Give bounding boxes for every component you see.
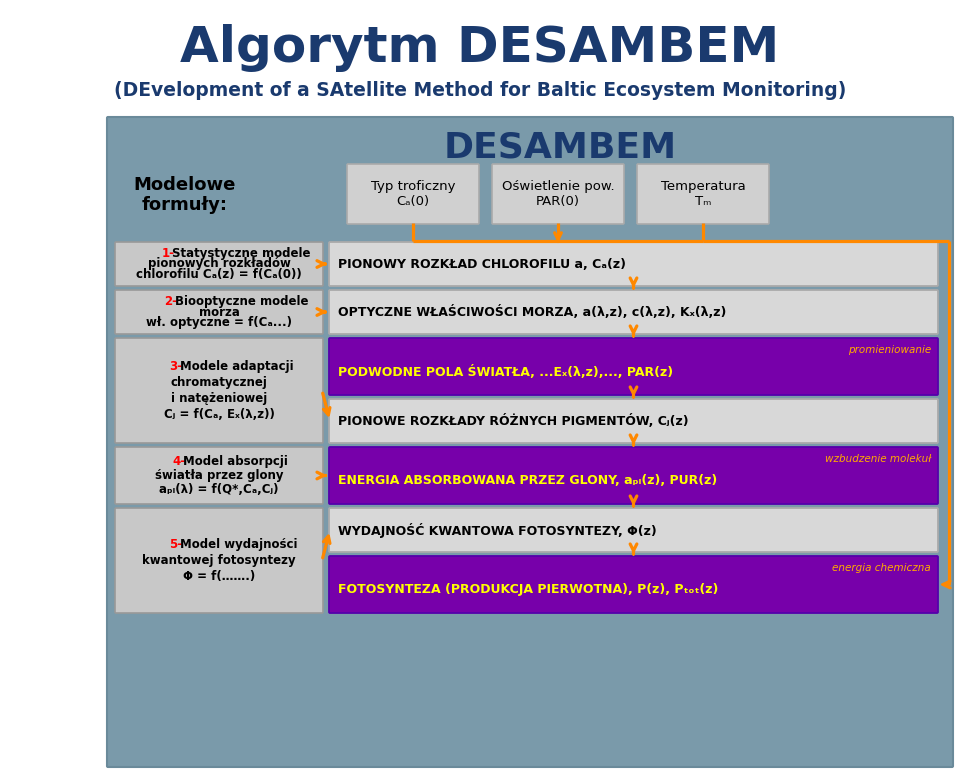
FancyBboxPatch shape <box>329 242 938 286</box>
Text: Modelowe
formuły:: Modelowe formuły: <box>133 176 236 215</box>
FancyBboxPatch shape <box>329 399 938 443</box>
FancyBboxPatch shape <box>107 117 953 767</box>
Text: Model wydajności: Model wydajności <box>180 538 298 551</box>
Text: PIONOWE ROZKŁADY RÓŻNYCH PIGMENTÓW, Cⱼ(z): PIONOWE ROZKŁADY RÓŻNYCH PIGMENTÓW, Cⱼ(z… <box>338 414 688 428</box>
Text: Oświetlenie pow.
PAR(0): Oświetlenie pow. PAR(0) <box>502 180 614 208</box>
FancyBboxPatch shape <box>115 338 323 443</box>
Text: Model absorpcji: Model absorpcji <box>183 455 288 468</box>
Text: Biooptyczne modele: Biooptyczne modele <box>175 295 308 308</box>
Text: 5-: 5- <box>170 538 182 551</box>
Text: OPTYCZNE WŁAŚCIWOŚCI MORZA, a(λ,z), c(λ,z), Kₓ(λ,z): OPTYCZNE WŁAŚCIWOŚCI MORZA, a(λ,z), c(λ,… <box>338 305 727 319</box>
FancyBboxPatch shape <box>329 508 938 552</box>
Text: Cⱼ = f(Cₐ, Eₓ(λ,z)): Cⱼ = f(Cₐ, Eₓ(λ,z)) <box>163 408 275 421</box>
Text: wzbudzenie molekuł: wzbudzenie molekuł <box>825 454 931 464</box>
FancyBboxPatch shape <box>115 508 323 613</box>
FancyBboxPatch shape <box>115 242 323 286</box>
Text: i natężeniowej: i natężeniowej <box>171 392 267 405</box>
FancyBboxPatch shape <box>329 447 938 504</box>
Text: pionowych rozkładów: pionowych rozkładów <box>148 257 291 270</box>
Text: Algorytm DESAMBEM: Algorytm DESAMBEM <box>180 24 780 72</box>
Text: WYDAJNOŚĆ KWANTOWA FOTOSYNTEZY, Φ(z): WYDAJNOŚĆ KWANTOWA FOTOSYNTEZY, Φ(z) <box>338 522 657 538</box>
Text: 3-: 3- <box>170 360 182 373</box>
Text: PODWODNE POLA ŚWIATŁA, ...Eₓ(λ,z),..., PAR(z): PODWODNE POLA ŚWIATŁA, ...Eₓ(λ,z),..., P… <box>338 364 673 378</box>
Text: (DEvelopment of a SAtellite Method for Baltic Ecosystem Monitoring): (DEvelopment of a SAtellite Method for B… <box>114 81 846 99</box>
FancyBboxPatch shape <box>347 164 479 224</box>
Text: Typ troficzny
Cₐ(0): Typ troficzny Cₐ(0) <box>371 180 455 208</box>
Text: chromatycznej: chromatycznej <box>171 376 268 389</box>
FancyBboxPatch shape <box>115 290 323 334</box>
Text: promieniowanie: promieniowanie <box>848 345 931 355</box>
Text: energia chemiczna: energia chemiczna <box>832 563 931 573</box>
Text: Φ = f(…….): Φ = f(…….) <box>182 570 255 583</box>
Text: DESAMBEM: DESAMBEM <box>444 131 677 165</box>
Text: Statystyczne modele: Statystyczne modele <box>172 247 311 260</box>
FancyBboxPatch shape <box>329 290 938 334</box>
FancyBboxPatch shape <box>115 447 323 504</box>
Text: 4-: 4- <box>172 455 185 468</box>
Text: chlorofilu Cₐ(z) = f(Cₐ(0)): chlorofilu Cₐ(z) = f(Cₐ(0)) <box>136 268 301 281</box>
Text: FOTOSYNTEZA (PRODUKCJA PIERWOTNA), P(z), Pₜₒₜ(z): FOTOSYNTEZA (PRODUKCJA PIERWOTNA), P(z),… <box>338 583 718 596</box>
Text: kwantowej fotosyntezy: kwantowej fotosyntezy <box>142 554 296 567</box>
FancyBboxPatch shape <box>329 338 938 395</box>
Text: wł. optyczne = f(Cₐ...): wł. optyczne = f(Cₐ...) <box>146 316 292 329</box>
Text: ENERGIA ABSORBOWANA PRZEZ GLONY, aₚₗ(z), PUR(z): ENERGIA ABSORBOWANA PRZEZ GLONY, aₚₗ(z),… <box>338 474 717 487</box>
FancyBboxPatch shape <box>329 556 938 613</box>
Text: Modele adaptacji: Modele adaptacji <box>180 360 294 373</box>
Text: Temperatura
Tₘ: Temperatura Tₘ <box>660 180 745 208</box>
Text: 2-: 2- <box>164 295 177 308</box>
Text: światła przez glony: światła przez glony <box>155 469 283 482</box>
Text: aₚₗ(λ) = f(Q*,Cₐ,Cⱼ): aₚₗ(λ) = f(Q*,Cₐ,Cⱼ) <box>159 483 278 496</box>
Text: 1-: 1- <box>161 247 175 260</box>
Text: PIONOWY ROZKŁAD CHLOROFILU a, Cₐ(z): PIONOWY ROZKŁAD CHLOROFILU a, Cₐ(z) <box>338 257 626 270</box>
FancyBboxPatch shape <box>637 164 769 224</box>
Text: morza: morza <box>199 305 239 319</box>
FancyBboxPatch shape <box>492 164 624 224</box>
